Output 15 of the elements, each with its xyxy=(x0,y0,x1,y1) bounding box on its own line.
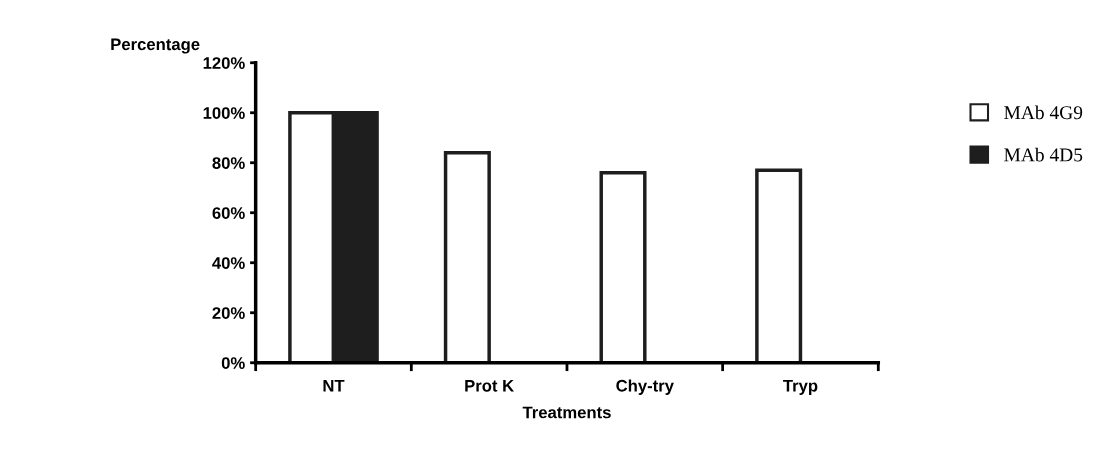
x-tick-label: Tryp xyxy=(783,380,818,395)
x-tick-label: Prot K xyxy=(465,380,514,392)
y-tick-label: 40% xyxy=(212,257,245,269)
y-tick-label: 100% xyxy=(203,107,245,119)
x-tick-label: NT xyxy=(323,380,345,392)
y-tick-label: 0% xyxy=(221,357,245,369)
legend-label: MAb 4G9 xyxy=(1004,105,1083,120)
y-tick-label: 80% xyxy=(212,157,245,169)
y-tick-label: 60% xyxy=(212,207,245,219)
y-tick-label: 20% xyxy=(212,307,245,319)
y-tick-label: 120% xyxy=(203,57,245,69)
y-axis-title: Percentage xyxy=(111,38,200,54)
x-axis-title: Treatments xyxy=(522,406,611,419)
x-tick-label: Chy-try xyxy=(616,379,674,395)
legend-label: MAb 4D5 xyxy=(1004,147,1083,162)
